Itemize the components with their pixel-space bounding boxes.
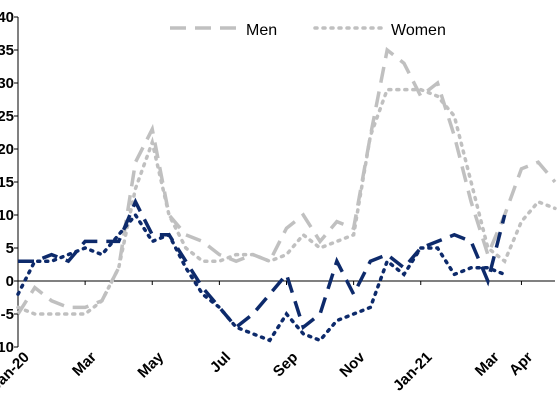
y-tick-label: 0 — [6, 273, 14, 290]
series-line — [16, 212, 507, 343]
legend-label: Men — [246, 22, 277, 39]
y-tick-label: 20 — [0, 141, 14, 158]
series-line — [18, 197, 507, 331]
y-tick-label: 5 — [6, 240, 14, 257]
y-tick-label: -5 — [1, 306, 14, 323]
series-line — [16, 46, 557, 315]
y-tick-label: 10 — [0, 207, 14, 224]
series-line — [16, 87, 557, 316]
y-tick-label: -10 — [0, 339, 14, 356]
y-tick-label: 35 — [0, 42, 14, 59]
legend-label: Women — [391, 22, 446, 39]
y-tick-label: 40 — [0, 9, 14, 26]
y-tick-label: 25 — [0, 108, 14, 125]
y-tick-label: 30 — [0, 75, 14, 92]
y-tick-label: 15 — [0, 174, 14, 191]
